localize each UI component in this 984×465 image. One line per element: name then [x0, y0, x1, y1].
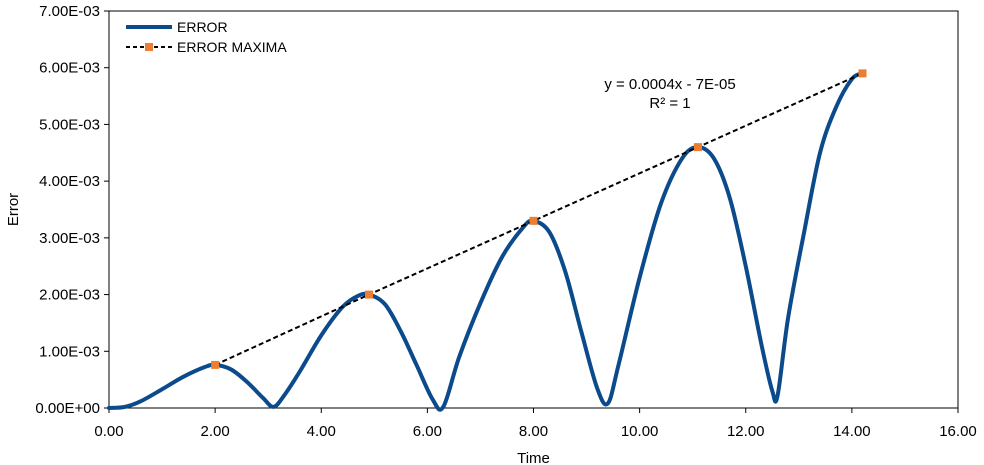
legend: ERROR ERROR MAXIMA [126, 19, 287, 55]
y-tick-label: 7.00E-03 [39, 3, 100, 20]
y-tick-label: 6.00E-03 [39, 60, 100, 77]
x-axis-ticks: 0.00 2.00 4.00 6.00 8.00 10.00 12.00 14.00 16.00 [94, 408, 977, 440]
error-maxima-marker [211, 360, 220, 369]
error-maxima-marker [693, 143, 702, 152]
x-tick-label: 14.00 [833, 423, 871, 440]
error-maxima-marker [858, 69, 867, 78]
y-tick-label: 2.00E-03 [39, 287, 100, 304]
legend-marker-error-maxima [145, 43, 153, 51]
error-maxima-marker [529, 216, 538, 225]
trendline-equation: y = 0.0004x - 7E-05 [604, 76, 735, 93]
plot-area [108, 10, 959, 409]
series-layer [107, 69, 867, 412]
y-axis-title: Error [5, 193, 22, 226]
x-tick-label: 12.00 [727, 423, 765, 440]
trendline-r-squared: R² = 1 [649, 95, 690, 112]
series-line-error [107, 71, 865, 412]
y-tick-label: 5.00E-03 [39, 116, 100, 133]
y-tick-label: 0.00E+00 [35, 400, 100, 417]
y-tick-label: 1.00E-03 [39, 343, 100, 360]
x-tick-label: 16.00 [939, 423, 977, 440]
x-tick-label: 0.00 [94, 423, 123, 440]
x-tick-label: 2.00 [201, 423, 230, 440]
x-tick-label: 6.00 [413, 423, 442, 440]
x-tick-label: 10.00 [621, 423, 659, 440]
error-maxima-marker [365, 290, 374, 299]
x-axis-title: Time [517, 450, 550, 465]
series-line-error-maxima [214, 72, 863, 366]
legend-label-error: ERROR [177, 19, 228, 35]
y-tick-label: 3.00E-03 [39, 230, 100, 247]
y-axis-ticks: 0.00E+00 1.00E-03 2.00E-03 3.00E-03 4.00E-03… [35, 3, 109, 417]
x-tick-label: 8.00 [519, 423, 548, 440]
legend-label-error-maxima: ERROR MAXIMA [177, 39, 287, 55]
y-tick-label: 4.00E-03 [39, 173, 100, 190]
x-tick-label: 4.00 [307, 423, 336, 440]
